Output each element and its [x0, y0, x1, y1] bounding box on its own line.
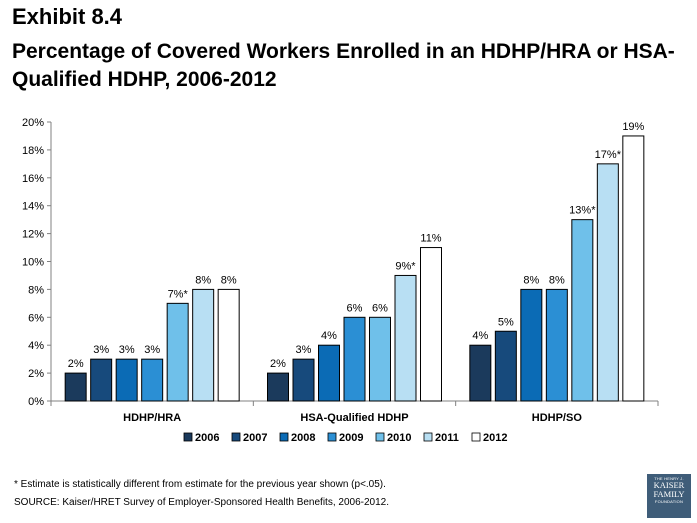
data-label: 3%	[144, 344, 160, 356]
kff-logo: THE HENRY J. KAISER FAMILY FOUNDATION	[647, 474, 691, 518]
logo-line-4: FOUNDATION	[654, 499, 684, 504]
y-tick-label: 8%	[28, 284, 44, 296]
legend-label: 2011	[435, 432, 459, 444]
bar	[596, 163, 619, 402]
bar	[217, 288, 240, 402]
category-label: HDHP/HRA	[123, 412, 181, 424]
y-tick-label: 18%	[22, 145, 44, 157]
bar	[545, 288, 568, 402]
data-label: 3%	[119, 344, 135, 356]
y-tick-label: 20%	[22, 117, 44, 129]
bar	[494, 330, 517, 402]
data-label: 5%	[498, 316, 514, 328]
data-label: 4%	[472, 330, 488, 342]
bar	[420, 247, 442, 402]
legend-label: 2010	[387, 432, 411, 444]
bar	[64, 372, 87, 402]
legend-swatch	[471, 432, 481, 442]
data-label: 2%	[68, 358, 84, 370]
legend-swatch	[279, 432, 289, 442]
data-label: 19%	[622, 121, 644, 133]
data-label: 3%	[93, 344, 109, 356]
bar	[469, 344, 492, 402]
legend-swatch	[327, 432, 337, 442]
y-tick-label: 14%	[22, 201, 44, 213]
source-note: SOURCE: Kaiser/HRET Survey of Employer-S…	[14, 497, 389, 508]
legend-swatch	[423, 432, 433, 442]
chart-title: Percentage of Covered Workers Enrolled i…	[12, 40, 675, 91]
bar	[192, 288, 215, 402]
bar	[394, 274, 417, 402]
y-tick-label: 10%	[22, 257, 44, 269]
bar	[166, 302, 189, 402]
bar	[520, 288, 543, 402]
bar	[622, 135, 645, 402]
data-label: 6%	[347, 302, 363, 314]
logo-line-3: FAMILY	[653, 489, 685, 499]
bar	[267, 372, 289, 402]
footnote: * Estimate is statistically different fr…	[14, 479, 386, 490]
bar	[571, 219, 594, 402]
data-label: 8%	[221, 274, 237, 286]
y-tick-label: 12%	[22, 229, 44, 241]
data-label: 2%	[270, 358, 286, 370]
y-tick-label: 4%	[28, 340, 44, 352]
data-label: 9%*	[395, 260, 416, 272]
bar-chart: 0% 2% 4% 6% 8% 10% 12% 14% 16% 18% 20% 2% 3% 3% 3% 7%* 8…	[22, 117, 659, 444]
bar	[369, 316, 391, 402]
data-label: 3%	[296, 344, 312, 356]
legend-label: 2008	[291, 432, 315, 444]
bar	[318, 344, 340, 402]
y-tick-label: 16%	[22, 173, 44, 185]
data-label: 4%	[321, 330, 337, 342]
legend-swatch	[375, 432, 385, 442]
bar	[141, 358, 164, 402]
data-label: 6%	[372, 302, 388, 314]
exhibit-label: Exhibit 8.4	[12, 4, 123, 29]
legend-label: 2006	[195, 432, 219, 444]
data-label: 7%*	[168, 288, 189, 300]
y-tick-label: 6%	[28, 312, 44, 324]
logo-line-2: KAISER	[653, 480, 685, 490]
category-label: HDHP/SO	[532, 412, 583, 424]
data-label: 8%	[549, 274, 565, 286]
y-tick-label: 2%	[28, 368, 44, 380]
data-label: 13%*	[569, 205, 596, 217]
bar	[90, 358, 113, 402]
bar	[115, 358, 138, 402]
legend-label: 2012	[483, 432, 507, 444]
bar	[343, 316, 366, 402]
category-label: HSA-Qualified HDHP	[300, 412, 408, 424]
data-label: 17%*	[595, 149, 622, 161]
legend-label: 2007	[243, 432, 267, 444]
legend-swatch	[231, 432, 241, 442]
data-label: 11%	[420, 233, 441, 245]
logo-line-1: THE HENRY J.	[654, 476, 684, 481]
bar	[292, 358, 315, 402]
data-label: 8%	[523, 274, 539, 286]
data-label: 8%	[195, 274, 211, 286]
legend-label: 2009	[339, 432, 363, 444]
legend-swatch	[183, 432, 193, 442]
y-tick-label: 0%	[28, 396, 44, 408]
